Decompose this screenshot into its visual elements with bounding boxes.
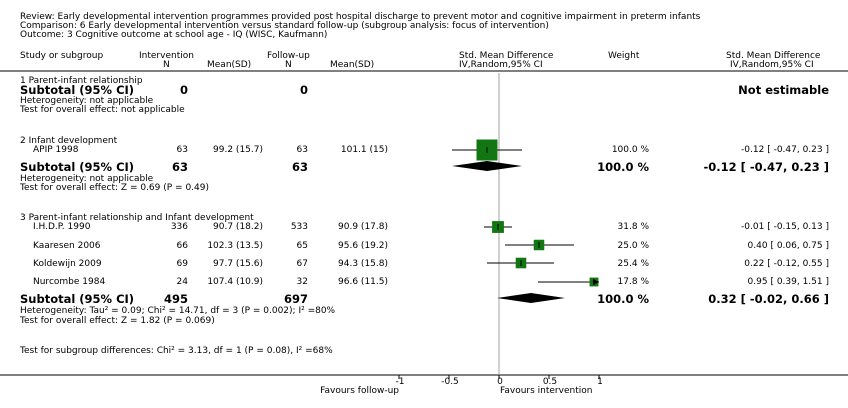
study-name: APIP 1998	[33, 145, 79, 155]
study-ci: 0.40 [ 0.06, 0.75 ]	[747, 241, 829, 251]
tick-label: -0.5	[441, 377, 459, 387]
study-n-intervention: 24	[176, 277, 188, 287]
col-intervention-mean: Mean(SD)	[207, 60, 252, 70]
tick-label: 1	[597, 377, 603, 387]
study-mean-intervention: 107.4 (10.9)	[207, 277, 263, 287]
study-ci: -0.01 [ -0.15, 0.13 ]	[741, 222, 829, 232]
study-n-intervention: 336	[170, 222, 188, 232]
study-n-followup: 533	[290, 222, 308, 232]
study-n-followup: 65	[296, 241, 308, 251]
subtotal-diamond	[452, 161, 522, 171]
subtotal-n-followup: 0	[299, 83, 308, 97]
col-followup: Follow-up	[267, 51, 310, 61]
heterogeneity-text: Heterogeneity: not applicable	[20, 174, 154, 184]
study-name: Nurcombe 1984	[33, 277, 106, 287]
subtotal-label: Subtotal (95% CI)	[20, 83, 135, 97]
study-name: I.H.D.P. 1990	[33, 222, 91, 232]
subtotal-result: 0.32 [ -0.02, 0.66 ]	[708, 292, 829, 306]
subtotal-label: Subtotal (95% CI)	[20, 292, 135, 306]
tick-label: 0	[497, 377, 503, 387]
study-mean-intervention: 102.3 (13.5)	[207, 241, 263, 251]
subtotal-n-intervention: 495	[163, 292, 188, 306]
subtotal-n-followup: 697	[283, 292, 308, 306]
tick-label: 0.5	[542, 377, 558, 387]
study-name: Koldewijn 2009	[33, 259, 102, 269]
subtotal-result: Not estimable	[738, 83, 829, 97]
col-smd-text: Std. Mean Difference	[726, 51, 821, 61]
col-weight: Weight	[608, 51, 640, 61]
study-n-intervention: 66	[176, 241, 188, 251]
study-n-followup: 63	[296, 145, 308, 155]
study-weight: 25.0 %	[617, 241, 649, 251]
review-title: Review: Early developmental intervention…	[20, 12, 701, 22]
outcome-title: Outcome: 3 Cognitive outcome at school a…	[20, 30, 328, 40]
heterogeneity-text: Heterogeneity: Tau² = 0.09; Chi² = 14.71…	[20, 306, 336, 316]
subtotal-diamond	[497, 293, 565, 303]
study-ci: 0.22 [ -0.12, 0.55 ]	[744, 259, 829, 269]
study-mean-followup: 94.3 (15.8)	[338, 259, 388, 269]
ci-arrow	[593, 279, 599, 285]
study-mean-intervention: 90.7 (18.2)	[213, 222, 263, 232]
subtotal-result: -0.12 [ -0.47, 0.23 ]	[703, 160, 829, 174]
group-title: 1 Parent-infant relationship	[20, 76, 143, 86]
overall-effect-text: Test for overall effect: Z = 1.82 (P = 0…	[20, 316, 215, 326]
overall-effect-text: Test for overall effect: not applicable	[20, 105, 185, 115]
subtotal-label: Subtotal (95% CI)	[20, 160, 135, 174]
subtotal-n-intervention: 63	[171, 160, 188, 174]
heterogeneity-text: Heterogeneity: not applicable	[20, 96, 154, 106]
study-ci: -0.12 [ -0.47, 0.23 ]	[741, 145, 829, 155]
overall-effect-text: Test for overall effect: Z = 0.69 (P = 0…	[20, 183, 209, 193]
study-mean-intervention: 99.2 (15.7)	[213, 145, 263, 155]
xlabel-left: Favours follow-up	[320, 386, 399, 396]
group-title: 2 Infant development	[20, 136, 118, 146]
col-intervention-n: N	[163, 60, 170, 70]
col-study: Study or subgroup	[20, 51, 104, 61]
xlabel-right: Favours intervention	[500, 386, 593, 396]
study-ci: 0.95 [ 0.39, 1.51 ]	[747, 277, 829, 287]
study-n-intervention: 63	[176, 145, 188, 155]
study-n-intervention: 69	[176, 259, 188, 269]
col-intervention: Intervention	[139, 51, 194, 61]
col-smd-plot-method: IV,Random,95% CI	[459, 60, 543, 70]
col-smd-plot: Std. Mean Difference	[459, 51, 554, 61]
col-followup-mean: Mean(SD)	[330, 60, 375, 70]
study-mean-intervention: 97.7 (15.6)	[213, 259, 263, 269]
subtotal-n-intervention: 0	[179, 83, 188, 97]
group-title: 3 Parent-infant relationship and Infant …	[20, 213, 254, 223]
study-name: Kaaresen 2006	[33, 241, 101, 251]
col-smd-text-method: IV,Random,95% CI	[730, 60, 814, 70]
study-weight: 17.8 %	[617, 277, 649, 287]
subtotal-n-followup: 63	[291, 160, 308, 174]
tick-label: -1	[395, 377, 405, 387]
comparison-title: Comparison: 6 Early developmental interv…	[20, 21, 549, 31]
study-mean-followup: 101.1 (15)	[340, 145, 388, 155]
study-weight: 31.8 %	[617, 222, 649, 232]
study-n-followup: 32	[296, 277, 308, 287]
subtotal-weight: 100.0 %	[597, 292, 649, 306]
study-weight: 25.4 %	[617, 259, 649, 269]
study-weight: 100.0 %	[611, 145, 649, 155]
study-mean-followup: 96.6 (11.5)	[338, 277, 388, 287]
col-followup-n: N	[285, 60, 292, 70]
subgroup-differences-text: Test for subgroup differences: Chi² = 3.…	[20, 346, 333, 356]
study-n-followup: 67	[296, 259, 308, 269]
subtotal-weight: 100.0 %	[597, 160, 649, 174]
study-mean-followup: 90.9 (17.8)	[338, 222, 388, 232]
study-mean-followup: 95.6 (19.2)	[338, 241, 388, 251]
